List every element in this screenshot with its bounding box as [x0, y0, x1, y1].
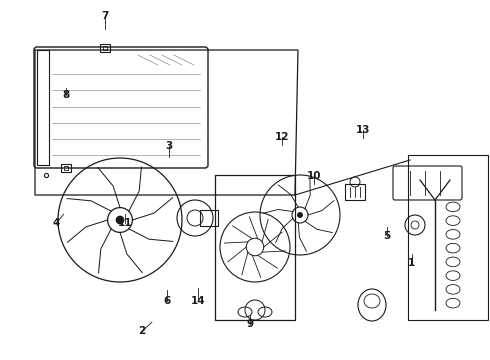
Text: 3: 3 [166, 141, 172, 151]
Circle shape [297, 213, 302, 217]
Text: 5: 5 [384, 231, 391, 241]
Text: 14: 14 [191, 296, 206, 306]
Bar [100, 44, 110, 52]
Text: 8: 8 [63, 90, 70, 100]
Text: 13: 13 [355, 125, 370, 135]
Bar [408, 155, 488, 320]
Bar [64, 166, 68, 170]
Bar [103, 46, 107, 50]
Circle shape [116, 216, 123, 224]
Text: 12: 12 [274, 132, 289, 142]
Text: 4: 4 [52, 218, 60, 228]
Text: 1: 1 [408, 258, 415, 268]
Text: 9: 9 [246, 319, 253, 329]
Bar [37, 50, 49, 165]
Bar [215, 175, 295, 320]
Bar [200, 210, 218, 226]
Text: 7: 7 [101, 11, 109, 21]
Bar [61, 164, 71, 172]
Text: 6: 6 [163, 296, 170, 306]
Text: 2: 2 [139, 326, 146, 336]
Bar [345, 184, 365, 200]
Text: 11: 11 [118, 218, 132, 228]
Text: 10: 10 [306, 171, 321, 181]
